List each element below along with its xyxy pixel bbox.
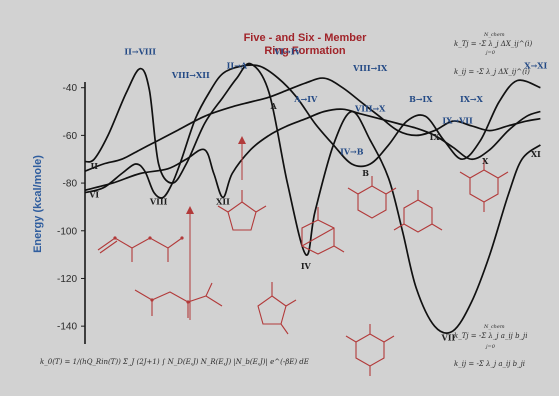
state-label: IV (301, 261, 312, 271)
state-label: IX (430, 132, 441, 142)
molecule-cyclohexadiene-x-icon (393, 190, 443, 233)
state-label: VIII→XII (171, 70, 210, 80)
state-label: VIII→IX (352, 63, 388, 73)
molecule-bicyclic-icon (301, 207, 345, 255)
equation-bottom-1: k_Tj = -Σ λ_j a_ij b_ji (454, 332, 527, 340)
state-label: XII (216, 197, 230, 207)
y-tick-label: -100 (57, 226, 77, 237)
state-label: II→VIII (124, 46, 156, 56)
equation-top-sum-lower: j=0 (485, 50, 496, 56)
energy-curve-4 (84, 108, 541, 199)
state-label: B→IX (409, 94, 433, 104)
state-label: X (482, 156, 489, 166)
state-label: II→A (227, 61, 248, 71)
y-axis-label: Energy (kcal/mole) (32, 155, 44, 253)
state-label: VIII→X (354, 104, 386, 114)
y-tick-label: -80 (63, 179, 78, 190)
equation-top: k_Tj = -Σ λ_j ΔX_ij^(i) k_ij = -Σ λ_j ΔX… (454, 32, 533, 76)
arrow-head-a (238, 136, 246, 144)
energy-curve-1 (84, 62, 541, 334)
state-label: XI (531, 149, 541, 159)
state-label: IX→X (460, 94, 484, 104)
molecule-cyclohexadiene-xi-icon (459, 160, 509, 212)
energy-curve-3 (84, 77, 541, 172)
equation-bottom-sum-upper: N_chem (483, 324, 505, 330)
state-label: VII (441, 332, 456, 342)
title-line-2: Ring Formation (264, 45, 346, 57)
molecule-cyclopentadiene-icon (257, 282, 297, 335)
y-tick-label: -120 (57, 274, 77, 285)
state-label: X→XI (524, 61, 547, 71)
state-label: B (362, 168, 369, 178)
energy-curve-2 (84, 64, 541, 199)
equation-top-2: k_ij = -Σ λ_j ΔX_ij^(i) (454, 68, 530, 76)
state-label: A→IV (293, 94, 318, 104)
equation-top-sum-upper: N_chem (483, 32, 505, 38)
title-line-1: Five - and Six - Member (244, 32, 368, 44)
molecule-structures (97, 160, 509, 376)
state-labels: II II→VIII VIII→XII II→A VI→IV VIII→IX A→IV A B→… (88, 46, 547, 342)
molecule-chain-icon (134, 282, 223, 318)
equation-bottom-sum-lower: j=0 (485, 344, 496, 350)
equation-top-1: k_Tj = -Σ λ_j ΔX_ij^(i) (454, 40, 533, 48)
y-tick-labels: -40 -60 -80 -100 -120 -140 (57, 83, 85, 333)
state-label: IV→B (340, 146, 364, 156)
state-label: VI→IV (273, 46, 301, 56)
reaction-arrows (186, 136, 246, 320)
arrow-head-xii (186, 206, 194, 214)
state-label: A (269, 101, 277, 111)
molecule-benzene-vii-icon (345, 324, 395, 376)
state-label: VIII (149, 197, 168, 207)
state-label: VI (88, 189, 99, 199)
state-label: IX→VII (442, 115, 473, 125)
y-tick-label: -40 (63, 83, 78, 94)
equation-bottom: k_Tj = -Σ λ_j a_ij b_ji k_ij = -Σ λ_j a_… (454, 324, 527, 368)
equation-bottom-2: k_ij = -Σ λ_j a_ij b_ji (454, 360, 525, 368)
y-tick-label: -60 (63, 131, 78, 142)
y-tick-label: -140 (57, 322, 77, 333)
molecule-hexatriene-icon (97, 236, 184, 262)
rate-equation: k_0(T) = 1/(hQ_Rin(T)) Σ_J (2J+1) ∫ N_D(… (40, 358, 309, 366)
molecule-cyclopentene-a-icon (217, 190, 267, 231)
energy-curves (84, 62, 541, 334)
molecule-dihydrobenzene-b-icon (347, 176, 397, 219)
state-label: II (90, 161, 98, 171)
